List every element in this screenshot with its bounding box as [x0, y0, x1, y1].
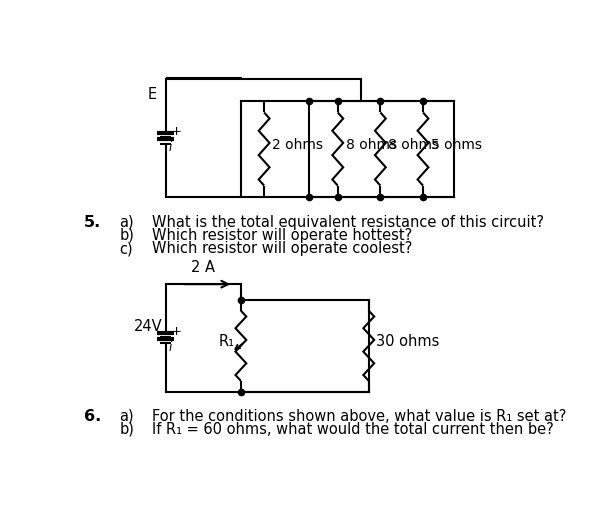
Text: b): b) — [119, 228, 134, 243]
Text: If R₁ = 60 ohms, what would the total current then be?: If R₁ = 60 ohms, what would the total cu… — [151, 422, 554, 437]
Text: i: i — [169, 341, 172, 354]
Text: 2 ohms: 2 ohms — [272, 138, 323, 152]
Text: i: i — [169, 141, 172, 154]
Text: 8 ohms: 8 ohms — [346, 138, 397, 152]
Text: What is the total equivalent resistance of this circuit?: What is the total equivalent resistance … — [151, 215, 544, 230]
Text: a): a) — [119, 409, 134, 424]
Text: For the conditions shown above, what value is R₁ set at?: For the conditions shown above, what val… — [151, 409, 566, 424]
Text: 8 ohms: 8 ohms — [388, 138, 439, 152]
Text: E: E — [147, 87, 156, 102]
Text: +: + — [171, 324, 182, 337]
Text: +: + — [171, 125, 182, 138]
Text: b): b) — [119, 422, 134, 437]
Text: Which resistor will operate coolest?: Which resistor will operate coolest? — [151, 241, 412, 256]
Text: c): c) — [119, 241, 133, 256]
Text: 2 A: 2 A — [191, 260, 215, 275]
Text: 5.: 5. — [84, 215, 101, 230]
Text: a): a) — [119, 215, 134, 230]
Text: R₁: R₁ — [219, 334, 235, 349]
Text: 5 ohms: 5 ohms — [431, 138, 482, 152]
Text: 30 ohms: 30 ohms — [377, 334, 440, 349]
Text: 6.: 6. — [84, 409, 101, 424]
Text: 24V: 24V — [134, 319, 163, 334]
Text: Which resistor will operate hottest?: Which resistor will operate hottest? — [151, 228, 412, 243]
